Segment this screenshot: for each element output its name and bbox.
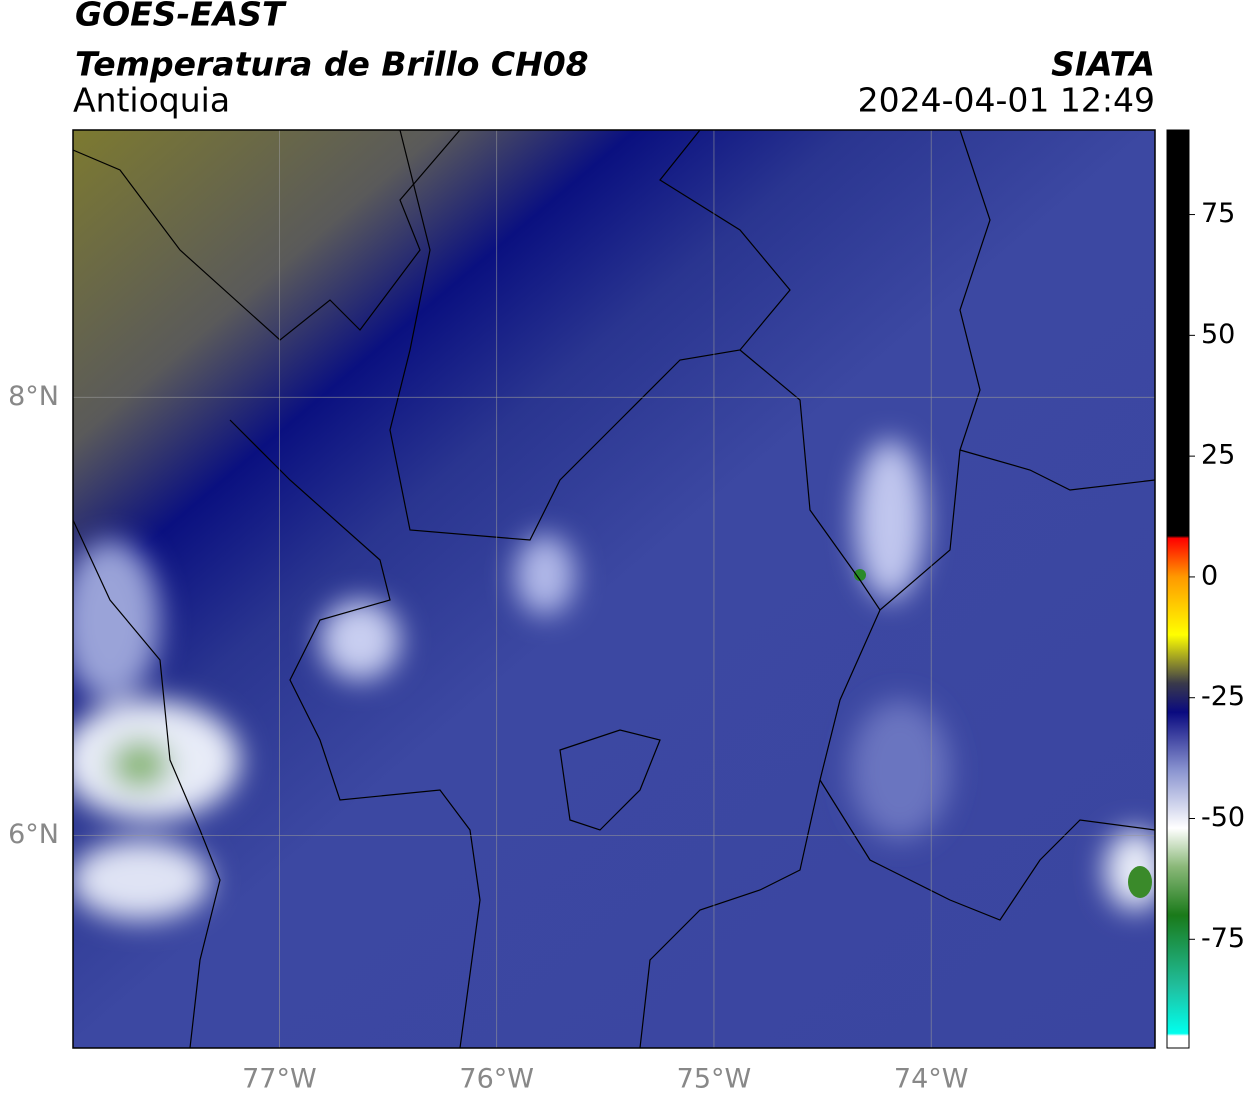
colorbar-tick-label: 75 bbox=[1201, 198, 1235, 229]
colorbar-tick-label: 0 bbox=[1201, 560, 1218, 591]
datetime: 2024-04-01 12:49 bbox=[858, 81, 1155, 120]
x-tick-label: 77°W bbox=[242, 1064, 317, 1095]
colorbar-tick-label: 25 bbox=[1201, 440, 1235, 471]
x-tick-label: 74°W bbox=[894, 1064, 969, 1095]
core bbox=[854, 569, 866, 581]
title: GOES-EAST bbox=[75, 0, 287, 34]
x-tick-label: 75°W bbox=[677, 1064, 752, 1095]
map bbox=[73, 130, 1155, 1048]
core bbox=[1128, 866, 1152, 898]
y-tick-label: 8°N bbox=[8, 381, 59, 412]
map-frame bbox=[72, 129, 1156, 1049]
source: SIATA bbox=[1051, 45, 1155, 84]
clouds bbox=[73, 440, 1155, 920]
x-tick-label: 76°W bbox=[459, 1064, 534, 1095]
colorbar-tick-label: -75 bbox=[1201, 923, 1245, 954]
subtitle: Temperatura de Brillo CH08 bbox=[75, 45, 589, 84]
colorbar bbox=[1166, 129, 1190, 1049]
grid bbox=[73, 130, 1155, 1048]
borders bbox=[73, 130, 1155, 1048]
imagery bbox=[73, 130, 1155, 1048]
colorbar-tick-label: -50 bbox=[1201, 802, 1245, 833]
region: Antioquia bbox=[73, 81, 230, 120]
y-tick-label: 6°N bbox=[8, 819, 59, 850]
colorbar-tick-label: 50 bbox=[1201, 319, 1235, 350]
colorbar-tick-label: -25 bbox=[1201, 681, 1245, 712]
